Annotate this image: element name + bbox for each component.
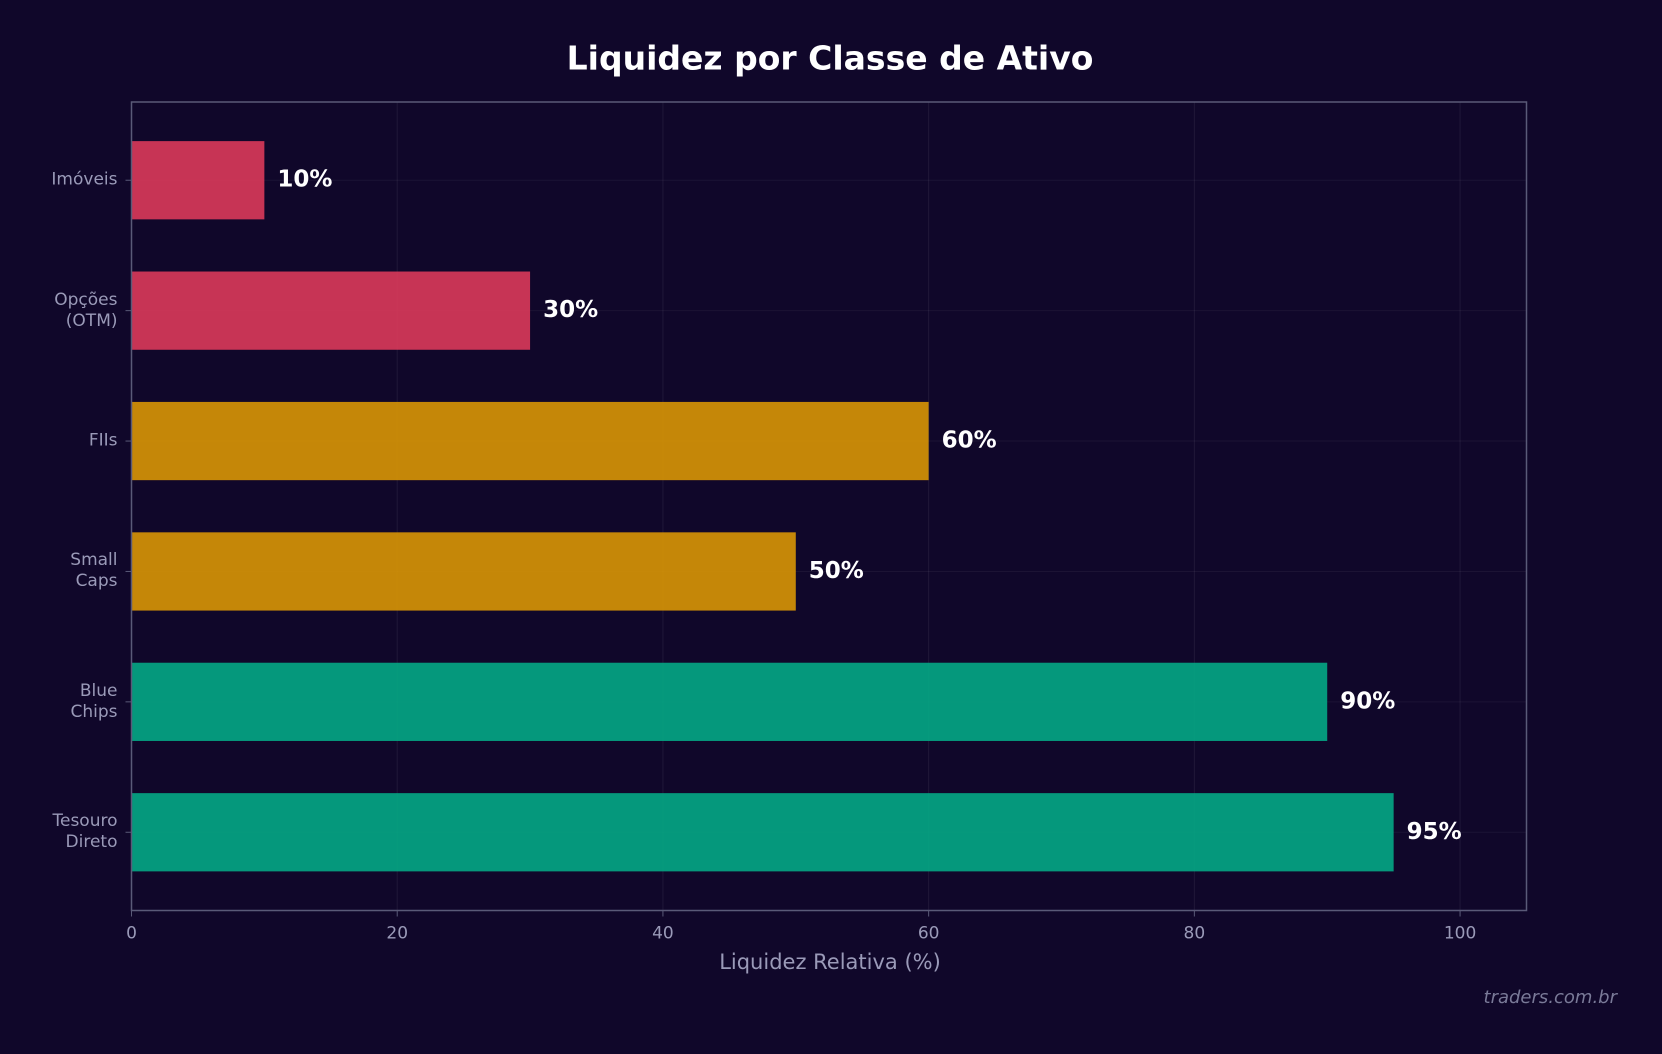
y-tick-label: Small Caps [70,550,118,592]
bar [131,271,531,350]
x-tick-label: 60 [918,924,940,944]
x-tick-label: 20 [386,924,408,944]
y-tick-label: Opções (OTM) [54,289,118,331]
value-label: 10% [277,167,332,193]
x-axis-label: Liquidez Relativa (%) [719,950,941,974]
x-tick-label: 80 [1184,924,1206,944]
bar [131,141,265,220]
bar [131,793,1394,872]
x-tick-label: 40 [652,924,674,944]
y-tick-label: Blue Chips [70,680,118,722]
plot-frame [130,101,1528,912]
chart-title: Liquidez por Classe de Ativo [567,39,1094,78]
value-label: 90% [1340,688,1395,714]
y-tick-label: Tesouro Direto [52,811,118,853]
y-tick-label: Imóveis [51,169,118,190]
bar [131,401,929,481]
x-tick-label: 100 [1444,924,1476,944]
bar [131,532,796,611]
value-label: 30% [543,297,598,323]
value-label: 95% [1407,819,1462,845]
watermark: traders.com.br [1484,987,1619,1008]
value-label: 50% [809,558,864,584]
value-label: 60% [942,428,997,454]
bar [131,662,1328,741]
y-tick-label: FIIs [88,430,118,451]
x-tick-label: 0 [126,924,137,944]
